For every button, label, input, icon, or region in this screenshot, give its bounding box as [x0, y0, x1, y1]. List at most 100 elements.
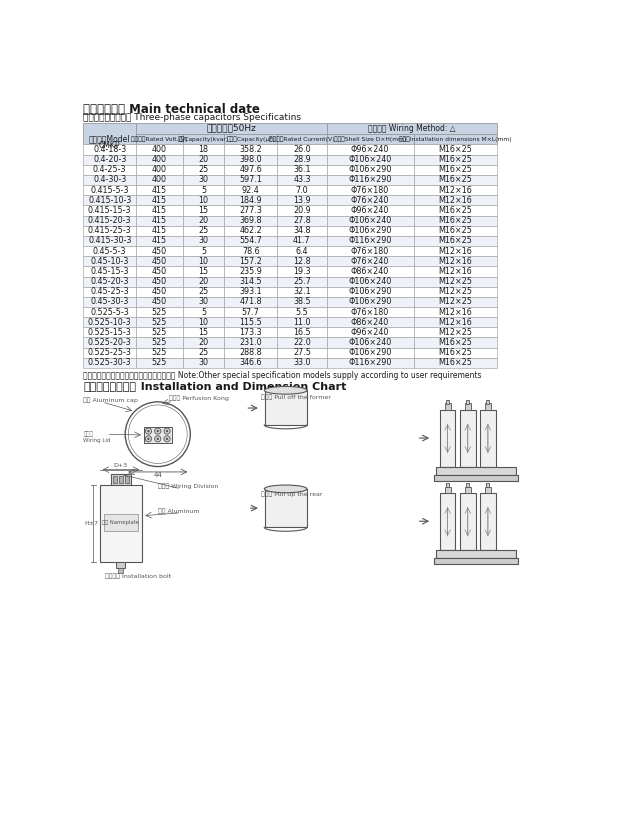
Bar — [100, 485, 143, 562]
Ellipse shape — [265, 386, 307, 394]
Circle shape — [164, 428, 170, 435]
Text: 369.8: 369.8 — [239, 216, 262, 225]
Bar — [413, 165, 497, 175]
Text: M12×16: M12×16 — [438, 196, 473, 204]
Text: 0.525-30-3: 0.525-30-3 — [88, 358, 132, 367]
Text: 462.2: 462.2 — [239, 226, 262, 235]
Bar — [277, 327, 327, 337]
Text: M16×25: M16×25 — [438, 348, 473, 357]
Text: 0.415-5-3: 0.415-5-3 — [91, 185, 129, 194]
Text: 288.8: 288.8 — [239, 348, 262, 357]
Bar — [136, 347, 182, 358]
Text: 415: 415 — [152, 185, 167, 194]
Text: 398.0: 398.0 — [239, 155, 262, 165]
Bar — [277, 246, 327, 256]
Text: M12×25: M12×25 — [438, 288, 473, 297]
Bar — [436, 550, 516, 558]
Bar — [225, 277, 277, 287]
Text: 电容量Capacity(μF): 电容量Capacity(μF) — [226, 136, 275, 142]
Bar — [277, 195, 327, 205]
Bar — [413, 134, 497, 145]
Bar — [277, 175, 327, 185]
Bar — [444, 403, 451, 410]
Text: 0.415-15-3: 0.415-15-3 — [88, 206, 132, 215]
Bar — [116, 562, 125, 568]
Bar — [83, 307, 136, 317]
Text: 15: 15 — [198, 267, 209, 276]
Text: M16×25: M16×25 — [438, 216, 473, 225]
Text: 20: 20 — [198, 216, 209, 225]
Text: 450: 450 — [152, 257, 167, 266]
Bar — [327, 175, 413, 185]
Text: 415: 415 — [152, 237, 167, 245]
Bar — [111, 475, 130, 485]
Bar — [118, 568, 123, 573]
Bar — [225, 267, 277, 277]
Text: 0.4-25-3: 0.4-25-3 — [93, 165, 126, 175]
Bar — [83, 327, 136, 337]
Bar — [136, 297, 182, 307]
Bar — [83, 123, 136, 145]
Text: Φ106×240: Φ106×240 — [349, 277, 392, 286]
Text: 57.7: 57.7 — [242, 307, 259, 317]
Text: 额定电压Rated Volt.(V): 额定电压Rated Volt.(V) — [131, 136, 187, 142]
Text: 名牌 Nameplate: 名牌 Nameplate — [102, 520, 139, 525]
Text: 27.8: 27.8 — [293, 216, 311, 225]
Text: 30: 30 — [198, 297, 209, 307]
Bar — [136, 277, 182, 287]
Text: Installation and Dimension Chart: Installation and Dimension Chart — [133, 382, 346, 392]
Bar — [460, 493, 476, 550]
Text: 27.5: 27.5 — [293, 348, 311, 357]
Text: 20: 20 — [198, 155, 209, 165]
Text: 400: 400 — [152, 145, 167, 154]
Bar — [265, 489, 308, 528]
Text: 20: 20 — [198, 277, 209, 286]
Bar — [136, 317, 182, 327]
Bar — [136, 327, 182, 337]
Bar — [327, 123, 497, 134]
Bar — [413, 205, 497, 215]
Text: 16.5: 16.5 — [293, 328, 311, 337]
Bar — [436, 467, 516, 475]
Bar — [225, 175, 277, 185]
Bar — [83, 267, 136, 277]
Bar — [413, 256, 497, 267]
Text: M16×25: M16×25 — [438, 165, 473, 175]
Text: 工作频率：50Hz: 工作频率：50Hz — [207, 124, 256, 133]
Bar — [136, 287, 182, 297]
Bar — [485, 403, 491, 410]
Text: Φ116×290: Φ116×290 — [349, 358, 392, 367]
Bar — [83, 287, 136, 297]
Bar — [265, 391, 308, 425]
Bar — [83, 175, 136, 185]
Bar — [182, 215, 225, 226]
Text: 0.525-15-3: 0.525-15-3 — [88, 328, 132, 337]
Text: 26.0: 26.0 — [293, 145, 311, 154]
Bar — [83, 256, 136, 267]
Text: 担板键 Pull up the rear: 担板键 Pull up the rear — [261, 491, 322, 497]
Text: 产品型号Model: 产品型号Model — [89, 135, 130, 144]
Bar — [446, 401, 449, 404]
Bar — [277, 337, 327, 347]
Bar — [225, 317, 277, 327]
Text: 0.45-10-3: 0.45-10-3 — [91, 257, 129, 266]
Text: 92.4: 92.4 — [242, 185, 259, 194]
Text: M12×25: M12×25 — [438, 277, 473, 286]
Text: CMKP: CMKP — [99, 140, 121, 150]
Text: 20.9: 20.9 — [293, 206, 311, 215]
Text: 5.5: 5.5 — [295, 307, 308, 317]
Text: M12×25: M12×25 — [438, 328, 473, 337]
Bar — [83, 226, 136, 236]
Bar — [413, 175, 497, 185]
Text: 25: 25 — [198, 348, 209, 357]
Bar — [136, 175, 182, 185]
Bar — [327, 287, 413, 297]
Bar — [413, 246, 497, 256]
Bar — [277, 297, 327, 307]
Bar — [182, 287, 225, 297]
Bar — [182, 236, 225, 246]
Text: 525: 525 — [152, 307, 167, 317]
Circle shape — [164, 435, 170, 442]
Bar — [136, 267, 182, 277]
Text: 450: 450 — [152, 247, 167, 256]
